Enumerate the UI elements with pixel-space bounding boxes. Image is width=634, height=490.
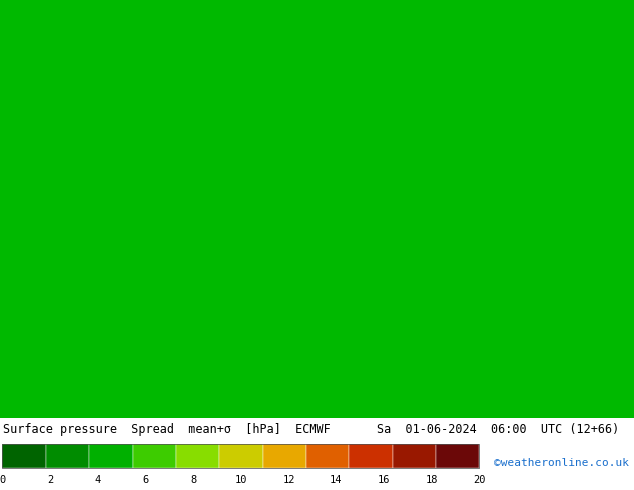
Bar — [262, 444, 306, 467]
Bar — [349, 444, 392, 467]
Text: 4: 4 — [94, 475, 101, 485]
Text: 0: 0 — [0, 475, 6, 485]
Text: 20: 20 — [473, 475, 486, 485]
Text: 14: 14 — [330, 475, 342, 485]
Bar — [176, 444, 219, 467]
Bar — [306, 444, 349, 467]
Text: 12: 12 — [282, 475, 295, 485]
Text: ©weatheronline.co.uk: ©weatheronline.co.uk — [495, 458, 630, 467]
Bar — [46, 444, 89, 467]
Bar — [133, 444, 176, 467]
Text: Sa  01-06-2024  06:00  UTC (12+66): Sa 01-06-2024 06:00 UTC (12+66) — [377, 422, 619, 436]
Text: 6: 6 — [143, 475, 148, 485]
Bar — [436, 444, 479, 467]
Bar — [3, 444, 479, 467]
Text: 18: 18 — [425, 475, 438, 485]
Bar — [219, 444, 262, 467]
Bar — [3, 444, 46, 467]
Text: Surface pressure  Spread  mean+σ  [hPa]  ECMWF: Surface pressure Spread mean+σ [hPa] ECM… — [3, 422, 331, 436]
Text: 16: 16 — [378, 475, 391, 485]
Bar — [89, 444, 133, 467]
Text: 10: 10 — [235, 475, 247, 485]
Bar — [392, 444, 436, 467]
Text: 2: 2 — [47, 475, 53, 485]
Text: 8: 8 — [190, 475, 197, 485]
